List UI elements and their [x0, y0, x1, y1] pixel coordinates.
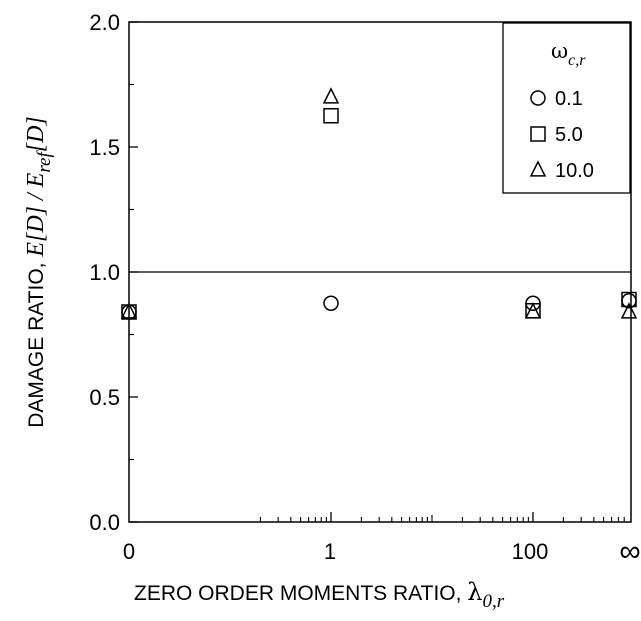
marker-square-5.0 [323, 108, 339, 124]
y-label-prefix: DAMAGE RATIO, [25, 257, 48, 428]
y-label-numerator: E[D] [23, 206, 49, 258]
legend-label: 5.0 [555, 124, 583, 146]
x-tick-label: 1 [324, 539, 336, 564]
y-tick-label: 2.0 [89, 10, 120, 35]
y-tick-label: 1.0 [89, 260, 120, 285]
marker-square-5.0 [621, 291, 637, 308]
x-label-subscript: 0,r [483, 591, 505, 612]
marker-circle-0.1 [323, 295, 339, 311]
legend-marker-circle [530, 90, 546, 106]
x-tick-label: ∞ [619, 535, 640, 568]
y-label-separator: / [23, 187, 49, 206]
legend-box [502, 22, 631, 194]
legend-marker-triangle [529, 160, 547, 177]
legend-title-symbol: ω [551, 39, 568, 63]
marker-triangle-10.0 [620, 302, 638, 319]
y-label-denominator-subscript: ref [34, 150, 55, 173]
y-tick-label: 0.0 [89, 510, 120, 535]
marker-triangle-10.0 [322, 87, 340, 104]
x-label-text: ZERO ORDER MOMENTS RATIO, [134, 582, 467, 605]
legend-label: 10.0 [555, 160, 594, 182]
y-tick-label: 1.5 [89, 135, 120, 160]
marker-triangle-10.0 [120, 302, 138, 319]
legend-marker-square [530, 126, 546, 142]
marker-circle-0.1 [621, 293, 637, 309]
y-axis-label: DAMAGE RATIO, E[D] / Eref[D] [23, 116, 55, 428]
legend: ωc,r 0.1 5.0 10.0 [502, 22, 631, 194]
x-tick-label: 100 [512, 539, 549, 564]
x-axis-label: ZERO ORDER MOMENTS RATIO, λ0,r [134, 578, 505, 612]
y-tick-label: 0.5 [89, 385, 120, 410]
legend-label: 0.1 [555, 88, 583, 110]
x-axis: 0 1 100 ∞ [123, 512, 641, 568]
y-label-denominator-e: E [23, 172, 49, 188]
marker-triangle-10.0 [524, 302, 542, 319]
y-label-denominator-d: [D] [23, 116, 49, 152]
legend-title-subscript: c,r [568, 52, 586, 69]
x-tick-label: 0 [123, 539, 135, 564]
legend-title: ωc,r [551, 39, 586, 69]
y-axis: 0.0 0.5 1.0 1.5 2.0 [89, 10, 138, 535]
x-label-symbol: λ [467, 578, 482, 606]
legend-items: 0.1 5.0 10.0 [529, 88, 594, 182]
data-markers [120, 87, 638, 320]
